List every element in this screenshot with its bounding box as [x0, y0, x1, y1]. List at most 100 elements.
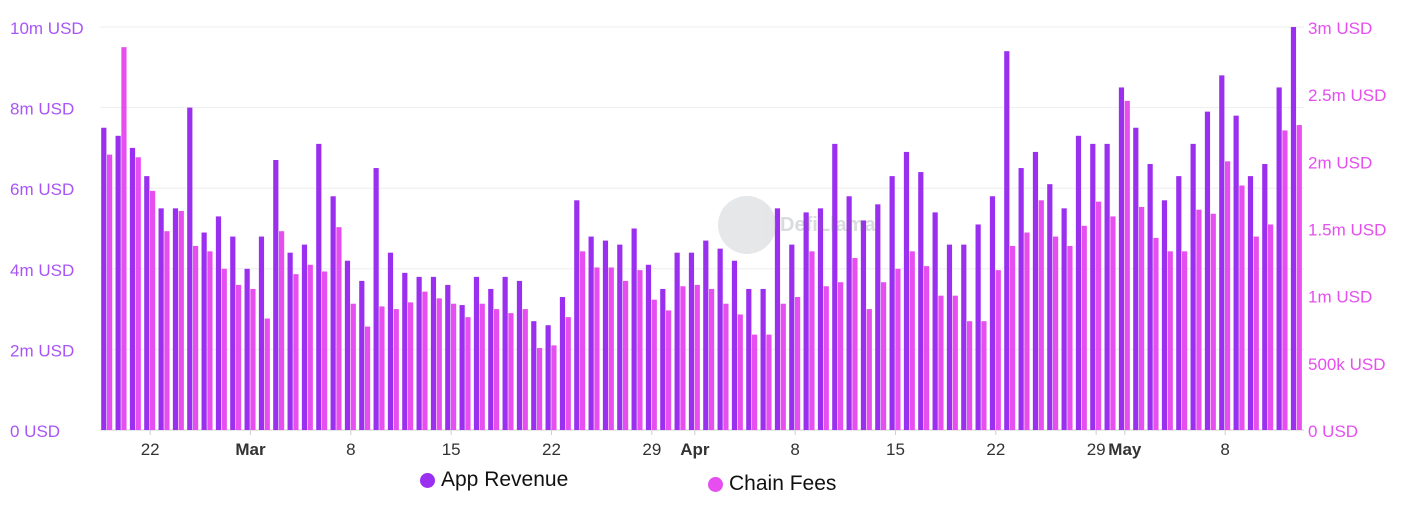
bar-chain-fees: [451, 303, 457, 430]
bar-chain-fees: [121, 47, 127, 431]
bar-app-revenue: [774, 208, 781, 430]
legend-label-chain-fees: Chain Fees: [729, 472, 837, 495]
bar-app-revenue: [1147, 164, 1153, 430]
bar-app-revenue: [846, 196, 852, 430]
legend-label-app-revenue: App Revenue: [441, 468, 569, 491]
bar-app-revenue: [430, 276, 437, 430]
bar-app-revenue: [946, 244, 953, 430]
y-right-tick-label: 3m USD: [1308, 19, 1372, 38]
bar-chain-fees: [766, 334, 772, 430]
legend-item-chain-fees[interactable]: Chain Fees: [708, 472, 836, 496]
legend-item-app-revenue[interactable]: App Revenue: [420, 468, 568, 492]
bar-app-revenue: [101, 127, 107, 430]
bar-app-revenue: [215, 216, 222, 430]
y-left-tick-label: 6m USD: [10, 180, 74, 199]
x-tick-label: 22: [986, 440, 1005, 459]
bar-app-revenue: [1047, 184, 1053, 430]
bar-app-revenue: [1004, 51, 1010, 431]
bar-chain-fees: [465, 317, 471, 430]
bar-chain-fees: [264, 318, 270, 430]
bar-app-revenue: [1133, 127, 1139, 430]
bar-chain-fees: [164, 231, 170, 430]
bar-chain-fees: [565, 317, 571, 430]
bar-chain-fees: [178, 211, 184, 430]
y-right-tick-label: 2.5m USD: [1308, 86, 1386, 105]
y-right-tick-label: 1m USD: [1308, 288, 1372, 307]
y-right-tick-label: 0 USD: [1308, 422, 1358, 441]
bar-app-revenue: [416, 276, 422, 430]
bar-chain-fees: [1182, 251, 1188, 430]
bar-app-revenue: [602, 240, 609, 430]
bar-chain-fees: [881, 282, 887, 430]
bar-chain-fees: [508, 313, 514, 430]
bar-chain-fees: [393, 309, 399, 430]
bar-chain-fees: [594, 267, 600, 430]
bar-app-revenue: [789, 244, 795, 430]
bar-app-revenue: [1061, 208, 1067, 430]
bar-app-revenue: [1090, 143, 1096, 430]
x-tick-label: 22: [141, 440, 160, 459]
bar-app-revenue: [287, 252, 293, 430]
bar-chain-fees: [795, 297, 801, 430]
bar-chain-fees: [1110, 216, 1116, 430]
y-left-tick-label: 0 USD: [10, 422, 60, 441]
bar-app-revenue: [201, 232, 207, 430]
bar-app-revenue: [1032, 151, 1039, 430]
bar-app-revenue: [1290, 27, 1297, 430]
bar-chain-fees: [537, 348, 543, 430]
bar-app-revenue: [488, 288, 494, 430]
bar-app-revenue: [1176, 176, 1182, 430]
bar-app-revenue: [961, 244, 967, 430]
bar-app-revenue: [1018, 168, 1024, 431]
bar-chain-fees: [852, 258, 858, 430]
bar-chain-fees: [995, 270, 1001, 430]
bar-chain-fees: [150, 190, 156, 430]
bar-app-revenue: [903, 151, 910, 430]
bar-chain-fees: [1268, 224, 1274, 430]
bar-chain-fees: [422, 291, 428, 430]
bar-chain-fees: [193, 245, 199, 430]
bar-chain-fees: [1067, 245, 1073, 430]
bar-chain-fees: [809, 251, 815, 430]
bar-chain-fees: [479, 303, 485, 430]
bar-chain-fees: [709, 288, 715, 430]
bar-app-revenue: [832, 143, 838, 430]
bar-chain-fees: [436, 298, 442, 430]
bar-app-revenue: [1262, 164, 1268, 430]
bar-app-revenue: [187, 107, 193, 430]
bar-chain-fees: [651, 299, 657, 430]
bar-app-revenue: [1204, 111, 1211, 430]
bar-chain-fees: [752, 334, 758, 430]
bar-app-revenue: [1104, 143, 1110, 430]
bar-chain-fees: [551, 345, 557, 430]
bar-app-revenue: [1276, 87, 1282, 430]
bar-chain-fees: [608, 267, 614, 430]
bar-app-revenue: [172, 208, 179, 430]
bar-app-revenue: [817, 208, 824, 430]
y-left-tick-label: 2m USD: [10, 341, 74, 360]
bar-app-revenue: [531, 321, 537, 430]
bar-chain-fees: [924, 266, 930, 430]
bar-app-revenue: [989, 196, 996, 430]
bar-app-revenue: [115, 135, 121, 430]
bar-app-revenue: [688, 252, 695, 430]
bar-chain-fees: [1167, 251, 1173, 430]
bar-app-revenue: [301, 244, 308, 430]
bar-chain-fees: [1139, 207, 1145, 430]
y-right-tick-label: 1.5m USD: [1308, 221, 1386, 240]
bar-app-revenue: [975, 224, 981, 430]
bar-app-revenue: [330, 196, 336, 430]
bar-app-revenue: [731, 260, 738, 430]
bar-chain-fees: [1253, 236, 1259, 430]
bar-app-revenue: [402, 272, 408, 430]
x-tick-label: 22: [542, 440, 561, 459]
bar-chain-fees: [723, 303, 729, 430]
bar-chain-fees: [365, 326, 371, 430]
llama-logo-icon: [718, 196, 776, 254]
x-tick-label: Mar: [235, 440, 266, 459]
bar-app-revenue: [717, 248, 723, 430]
bar-app-revenue: [545, 325, 551, 430]
bar-app-revenue: [674, 252, 680, 430]
bar-chain-fees: [1196, 209, 1202, 430]
bar-app-revenue: [158, 208, 164, 430]
